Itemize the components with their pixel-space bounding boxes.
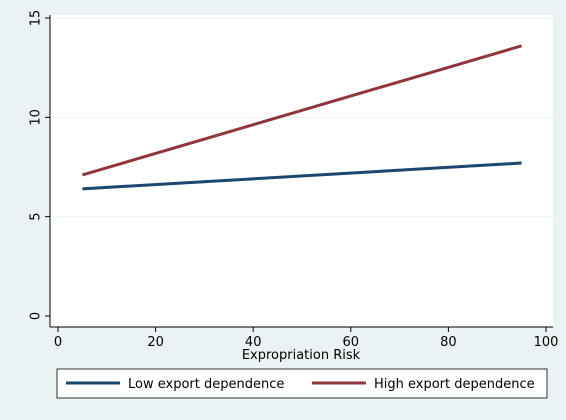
legend-box [56, 368, 548, 399]
series-line-low [82, 161, 522, 191]
x-tick-label-80: 80 [440, 335, 457, 350]
series-lines [81, 44, 523, 191]
x-tick-label-20: 20 [147, 335, 164, 350]
y-ticks: 0 5 10 15 [29, 10, 50, 320]
x-tick-label-0: 0 [54, 335, 62, 350]
x-tick-label-40: 40 [245, 335, 262, 350]
x-tick-label-100: 100 [534, 335, 559, 350]
plot-area [50, 15, 553, 327]
x-tick-label-60: 60 [343, 335, 360, 350]
y-tick-label-0: 0 [29, 312, 44, 320]
x-ticks: 0 20 40 60 80 100 [54, 327, 559, 350]
y-tick-label-10: 10 [29, 109, 44, 126]
y-tick-label-15: 15 [29, 10, 44, 27]
legend-label-low: Low export dependence [128, 377, 284, 392]
grid-lines [50, 17, 553, 218]
y-tick-label-5: 5 [29, 213, 44, 221]
legend-label-high: High export dependence [374, 377, 535, 392]
x-axis-label: Expropriation Risk [242, 348, 361, 363]
series-line-high [81, 44, 523, 177]
